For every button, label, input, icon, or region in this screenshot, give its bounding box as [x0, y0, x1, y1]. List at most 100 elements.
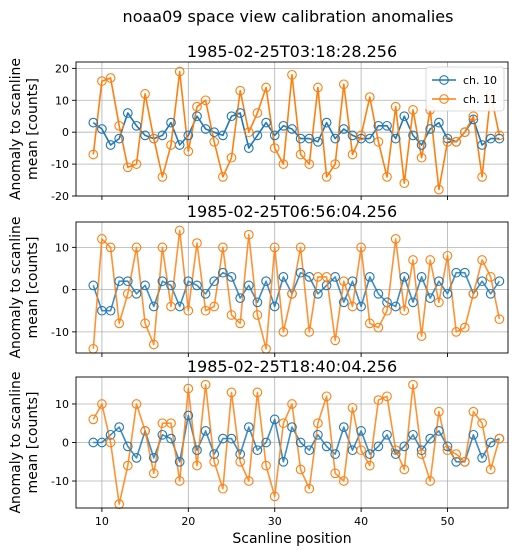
data-point — [114, 422, 125, 432]
data-point — [183, 383, 194, 394]
data-point — [252, 310, 263, 320]
data-point — [364, 460, 375, 471]
data-point — [321, 272, 332, 282]
data-point — [157, 276, 168, 287]
data-point — [209, 456, 220, 467]
data-point — [252, 387, 263, 398]
data-point — [226, 433, 237, 444]
data-point — [459, 322, 470, 333]
data-point — [235, 456, 246, 467]
data-point — [416, 445, 427, 456]
legend: ch. 10 ch. 11 — [425, 66, 505, 112]
data-point — [425, 255, 436, 265]
data-point — [416, 272, 427, 282]
data-point — [442, 441, 453, 452]
data-point — [477, 276, 487, 287]
data-point — [183, 305, 194, 316]
data-point — [408, 130, 418, 141]
data-point — [140, 280, 150, 291]
data-point — [200, 124, 211, 134]
data-point — [183, 146, 194, 157]
data-point — [252, 130, 263, 141]
data-point — [390, 301, 401, 312]
data-point — [313, 136, 323, 147]
series-markers-1 — [88, 267, 505, 316]
data-point — [243, 127, 254, 138]
data-point — [364, 272, 375, 282]
y-axis-label: Anomaly to scanlinemean [counts] — [8, 216, 41, 358]
data-point — [131, 453, 142, 463]
legend-marker — [439, 94, 449, 104]
data-point — [131, 159, 142, 169]
data-point — [287, 69, 297, 80]
data-point — [166, 140, 176, 150]
panel-title: 1985-02-25T18:40:04.256 — [187, 357, 397, 376]
data-point — [140, 426, 150, 436]
data-point — [330, 133, 341, 144]
data-point — [494, 433, 505, 444]
data-point — [252, 445, 263, 456]
data-point — [338, 276, 349, 287]
data-point — [105, 305, 116, 316]
data-point — [235, 449, 246, 459]
data-point — [105, 140, 116, 150]
data-point — [364, 318, 375, 329]
data-point — [295, 437, 306, 448]
series-markers-2 — [88, 225, 505, 354]
data-point — [382, 305, 392, 316]
legend-box — [425, 66, 505, 112]
data-point — [218, 242, 228, 253]
data-point — [485, 288, 496, 299]
chart-panel-2: -10 0 10 1985-02-25T06:56:04.256 Anomaly to … — [8, 202, 509, 359]
data-point — [174, 225, 185, 236]
data-point — [313, 288, 323, 299]
data-point — [338, 422, 349, 432]
data-point — [442, 133, 453, 144]
data-point — [304, 133, 315, 144]
data-point — [252, 297, 263, 308]
data-point — [157, 172, 168, 182]
data-point — [269, 242, 280, 253]
series-markers-2 — [88, 379, 505, 509]
x-tick-label: 40 — [354, 515, 368, 528]
data-point — [295, 242, 306, 253]
data-point — [192, 101, 202, 112]
data-point — [382, 120, 392, 131]
x-tick-label: 30 — [268, 515, 282, 528]
data-point — [243, 229, 254, 240]
data-point — [209, 136, 220, 147]
y-tick-label: -10 — [51, 326, 69, 339]
axes-frame — [75, 221, 509, 354]
data-point — [209, 449, 220, 459]
data-point — [434, 426, 444, 436]
data-point — [373, 288, 384, 299]
data-point — [122, 288, 133, 299]
data-point — [278, 456, 289, 467]
data-point — [278, 418, 289, 429]
data-point — [287, 399, 297, 409]
data-point — [330, 449, 341, 459]
data-point — [88, 414, 99, 425]
data-point — [468, 114, 479, 125]
data-point — [243, 422, 254, 432]
data-point — [321, 391, 332, 402]
data-point — [166, 301, 176, 312]
data-point — [278, 272, 289, 282]
data-point — [338, 476, 349, 486]
data-point — [459, 456, 470, 467]
data-point — [451, 136, 462, 147]
data-point — [114, 318, 125, 329]
data-point — [226, 111, 237, 122]
data-point — [287, 288, 297, 299]
data-point — [192, 238, 202, 248]
data-point — [321, 117, 332, 128]
data-point — [356, 130, 366, 141]
data-point — [157, 242, 168, 253]
data-point — [261, 117, 271, 128]
data-point — [122, 441, 133, 452]
y-axis-label: Anomaly to scanlinemean [counts] — [8, 58, 41, 200]
data-point — [131, 399, 142, 409]
data-point — [200, 379, 211, 390]
data-point — [425, 293, 436, 303]
data-point — [434, 406, 444, 417]
